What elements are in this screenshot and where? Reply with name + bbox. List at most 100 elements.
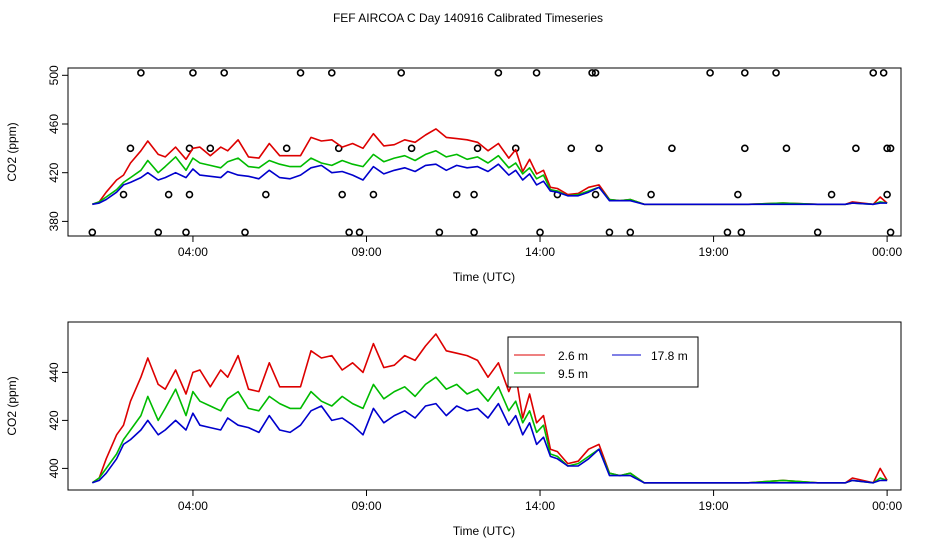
- x-axis-label-top: Time (UTC): [453, 270, 515, 284]
- calibration-point: [355, 228, 364, 237]
- legend-label-17-8m: 17.8 m: [651, 349, 688, 363]
- y-tick-label: 380: [47, 211, 61, 231]
- x-tick-label: 09:00: [351, 499, 381, 513]
- x-tick-label: 19:00: [699, 245, 729, 259]
- calibration-point: [119, 190, 128, 199]
- x-tick-label: 14:00: [525, 499, 555, 513]
- calibration-point: [494, 69, 503, 77]
- calibration-point: [869, 69, 878, 77]
- legend-box: [507, 336, 699, 388]
- calibration-point: [883, 144, 891, 153]
- series-line-17-8-m: [92, 402, 888, 484]
- calibration-point: [626, 228, 635, 237]
- legend-label-2-6m: 2.6 m: [558, 349, 588, 363]
- calibration-point: [369, 190, 378, 199]
- panel-top: 04:00 09:00 14:00 19:00 00:00 380 420 460 500 T…: [5, 65, 902, 284]
- series-lines-top: [92, 128, 888, 206]
- calibration-point: [879, 69, 888, 77]
- plot-frame-top: [67, 67, 902, 237]
- panel-bottom: 04:00 09:00 14:00 19:00 00:00 400 420 440 Time…: [5, 321, 902, 538]
- calibration-points: [88, 69, 895, 237]
- calibration-point: [741, 144, 749, 153]
- calibration-point: [605, 228, 614, 237]
- calibration-point: [470, 190, 478, 199]
- series-line-9-5-m: [91, 376, 888, 484]
- calibration-point: [827, 190, 836, 199]
- y-tick-label: 420: [47, 410, 61, 430]
- series-line-2-6-m: [91, 333, 888, 484]
- calibration-point: [886, 228, 895, 237]
- calibration-point: [723, 228, 732, 237]
- x-tick-label: 00:00: [872, 499, 902, 513]
- y-tick-label: 460: [47, 114, 61, 134]
- calibration-point: [734, 190, 742, 199]
- calibration-point: [397, 69, 406, 77]
- calibration-point: [668, 144, 676, 153]
- series-line-17-8-m: [92, 163, 888, 206]
- x-tick-label: 00:00: [872, 245, 902, 259]
- calibration-point: [591, 69, 600, 77]
- calibration-point: [567, 144, 576, 153]
- calibration-point: [282, 144, 291, 153]
- calibration-point: [327, 69, 336, 77]
- y-tick-label: 440: [47, 362, 61, 382]
- calibration-point: [886, 144, 895, 153]
- calibration-point: [220, 69, 228, 77]
- calibration-point: [532, 69, 541, 77]
- calibration-point: [206, 144, 215, 153]
- calibration-point: [473, 144, 482, 153]
- legend-label-9-5m: 9.5 m: [558, 367, 588, 381]
- y-axis-label-bottom: CO2 (ppm): [5, 376, 19, 435]
- calibration-point: [741, 69, 749, 77]
- calibration-point: [470, 228, 478, 237]
- calibration-point: [737, 228, 746, 237]
- calibration-point: [189, 69, 197, 77]
- calibration-point: [536, 228, 544, 237]
- y-tick-label: 420: [47, 162, 61, 182]
- series-lines-bottom: [91, 333, 888, 484]
- plot-frame-bottom: [67, 321, 902, 491]
- calibration-point: [591, 190, 600, 199]
- y-tick-label: 400: [47, 458, 61, 478]
- calibration-point: [262, 190, 270, 199]
- calibration-point: [185, 190, 194, 199]
- calibration-point: [88, 228, 97, 237]
- calibration-point: [137, 69, 145, 77]
- y-axis-top: 380 420 460 500: [47, 65, 68, 231]
- x-axis-label-bottom: Time (UTC): [453, 524, 515, 538]
- y-axis-bottom: 400 420 440: [47, 362, 68, 478]
- y-tick-label: 500: [47, 65, 61, 85]
- y-axis-label-top: CO2 (ppm): [5, 122, 19, 181]
- x-tick-label: 14:00: [525, 245, 555, 259]
- calibration-point: [345, 228, 353, 237]
- calibration-point: [296, 69, 305, 77]
- calibration-point: [407, 144, 416, 153]
- calibration-point: [182, 228, 190, 237]
- calibration-point: [883, 190, 891, 199]
- calibration-point: [588, 69, 596, 77]
- x-tick-label: 19:00: [699, 499, 729, 513]
- calibration-point: [164, 190, 173, 199]
- calibration-point: [782, 144, 791, 153]
- calibration-point: [595, 144, 603, 153]
- calibration-point: [154, 228, 163, 237]
- calibration-point: [706, 69, 714, 77]
- calibration-point: [813, 228, 822, 237]
- x-axis-top: 04:00 09:00 14:00 19:00 00:00: [178, 236, 902, 259]
- legend: 2.6 m 9.5 m 17.8 m: [507, 336, 699, 388]
- series-line-2-6-m: [92, 128, 888, 206]
- x-axis-bottom: 04:00 09:00 14:00 19:00 00:00: [178, 490, 902, 513]
- x-tick-label: 04:00: [178, 245, 208, 259]
- x-tick-label: 09:00: [351, 245, 381, 259]
- calibration-point: [647, 190, 655, 199]
- calibration-point: [772, 69, 780, 77]
- calibration-point: [338, 190, 346, 199]
- calibration-point: [126, 144, 135, 153]
- calibration-point: [852, 144, 860, 153]
- calibration-point: [452, 190, 461, 199]
- figure-title: FEF AIRCOA C Day 140916 Calibrated Times…: [333, 11, 603, 25]
- series-line-9-5-m: [92, 150, 888, 206]
- calibration-point: [435, 228, 444, 237]
- calibration-point: [241, 228, 249, 237]
